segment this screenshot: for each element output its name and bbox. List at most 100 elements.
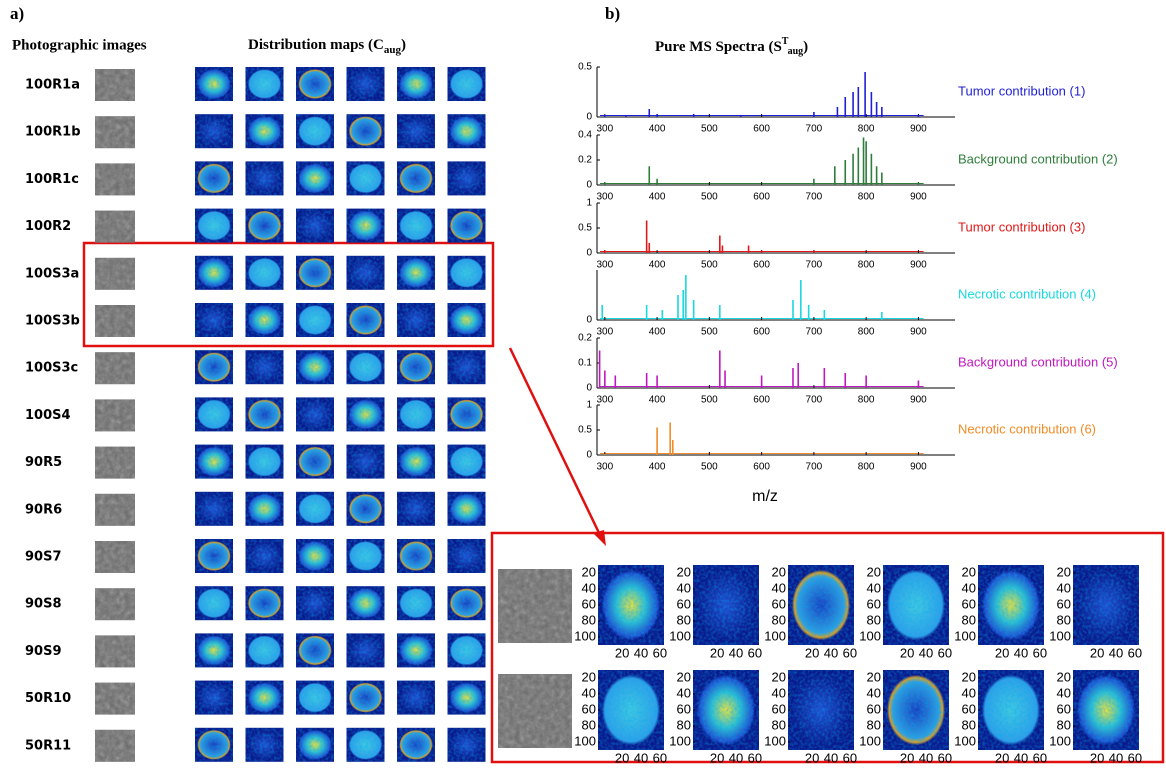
photo-texture — [498, 674, 572, 748]
x-tick-label: 900 — [910, 124, 927, 135]
x-tick-label: 20 — [900, 645, 914, 660]
series-label: Background contribution (2) — [958, 151, 1118, 166]
distribution-map-texture — [447, 397, 486, 432]
photo-texture — [95, 69, 135, 101]
y-tick-label: 40 — [677, 685, 691, 700]
y-tick-label: 40 — [582, 685, 596, 700]
x-tick-label: 800 — [858, 192, 875, 203]
sample-label: 100S3a — [25, 266, 79, 281]
highlight-box — [82, 241, 495, 348]
distribution-map-texture — [296, 255, 334, 290]
y-tick-label: 100 — [574, 733, 596, 748]
x-tick-label: 300 — [596, 462, 613, 473]
distribution-map-texture — [346, 350, 385, 385]
photo-texture — [95, 493, 135, 526]
y-tick-label: 40 — [962, 580, 976, 595]
x-tick-label: 40 — [824, 750, 838, 765]
x-tick-label: 60 — [653, 750, 667, 765]
distribution-map-texture — [245, 255, 284, 290]
distribution-map-texture — [693, 565, 759, 645]
sample-label: 90S7 — [25, 550, 62, 565]
y-tick-label: 80 — [962, 612, 976, 627]
x-tick-label: 20 — [995, 645, 1009, 660]
distribution-map-texture — [346, 67, 385, 101]
distribution-map-texture — [296, 67, 334, 101]
distribution-map-texture — [397, 67, 435, 101]
distribution-map-texture — [397, 303, 435, 337]
y-tick-label: 40 — [867, 580, 881, 595]
photo-texture — [95, 305, 135, 337]
distribution-map-texture — [195, 350, 233, 385]
distribution-map-texture — [788, 565, 854, 645]
y-tick-label: 100 — [1049, 628, 1071, 643]
distribution-map-texture — [447, 633, 486, 668]
distribution-map-texture — [195, 397, 233, 432]
distribution-map-texture — [245, 680, 284, 715]
distribution-map-texture — [447, 680, 486, 715]
x-tick-label: 300 — [596, 124, 613, 135]
x-tick-label: 500 — [701, 462, 718, 473]
spectra-title: Pure MS Spectra (STaug) — [655, 36, 808, 57]
x-tick-label: 20 — [900, 750, 914, 765]
photo-texture — [95, 682, 135, 715]
distribution-map-texture — [245, 539, 284, 573]
distribution-map-texture — [245, 491, 284, 526]
x-tick-label: 20 — [1090, 750, 1104, 765]
sample-label: 90R5 — [25, 455, 62, 470]
heading: Photographic images — [12, 37, 147, 53]
x-tick-label: 20 — [805, 645, 819, 660]
distribution-map-texture — [447, 208, 486, 243]
distribution-map-texture — [978, 670, 1044, 750]
x-tick-label: 40 — [729, 750, 743, 765]
y-tick-label: 60 — [772, 596, 786, 611]
y-tick-label: 80 — [677, 612, 691, 627]
distribution-map-texture — [296, 539, 334, 573]
photo-texture — [95, 163, 135, 196]
x-axis-label: m/z — [752, 488, 778, 505]
y-tick-label: 0 — [586, 315, 592, 326]
distribution-map-texture — [397, 633, 435, 668]
y-tick-label: 0.1 — [578, 358, 592, 369]
photo-texture — [95, 635, 135, 668]
y-tick-label: 0 — [586, 450, 592, 461]
x-tick-label: 900 — [910, 327, 927, 338]
y-tick-label: 100 — [669, 628, 691, 643]
sample-label: 50R10 — [25, 691, 71, 706]
distribution-map-texture — [296, 208, 334, 243]
x-tick-label: 60 — [1033, 750, 1047, 765]
x-tick-label: 500 — [701, 192, 718, 203]
x-tick-label: 400 — [649, 462, 666, 473]
distribution-map-texture — [195, 680, 233, 715]
x-tick-label: 700 — [806, 192, 823, 203]
x-tick-label: 400 — [649, 260, 666, 271]
y-tick-label: 0.5 — [578, 62, 592, 73]
distribution-map-texture — [346, 397, 385, 432]
distribution-map-texture — [447, 444, 486, 479]
distribution-map-texture — [195, 67, 233, 101]
title-end: ) — [803, 39, 808, 55]
y-tick-label: 20 — [1057, 564, 1071, 579]
distribution-map-texture — [397, 680, 435, 715]
x-tick-label: 600 — [753, 124, 770, 135]
x-tick-label: 60 — [843, 645, 857, 660]
photo-texture — [95, 352, 135, 385]
distribution-map-texture — [195, 208, 233, 243]
photo-texture — [95, 257, 135, 290]
distribution-map-texture — [598, 670, 664, 750]
distribution-map-texture — [346, 161, 385, 196]
distribution-map-texture — [245, 350, 284, 385]
distribution-map-texture — [296, 114, 334, 149]
y-tick-label: 60 — [962, 596, 976, 611]
distribution-map-texture — [346, 539, 385, 573]
distribution-map-texture — [346, 444, 385, 479]
y-tick-label: 80 — [1057, 717, 1071, 732]
photo-texture — [498, 569, 572, 643]
y-tick-label: 60 — [962, 701, 976, 716]
distribution-map-texture — [245, 727, 284, 762]
title-sup: T — [782, 36, 789, 47]
y-tick-label: 0.5 — [578, 223, 592, 234]
photo-texture — [95, 116, 135, 149]
x-tick-label: 60 — [843, 750, 857, 765]
distribution-map-texture — [397, 444, 435, 479]
distribution-map-texture — [883, 670, 949, 750]
